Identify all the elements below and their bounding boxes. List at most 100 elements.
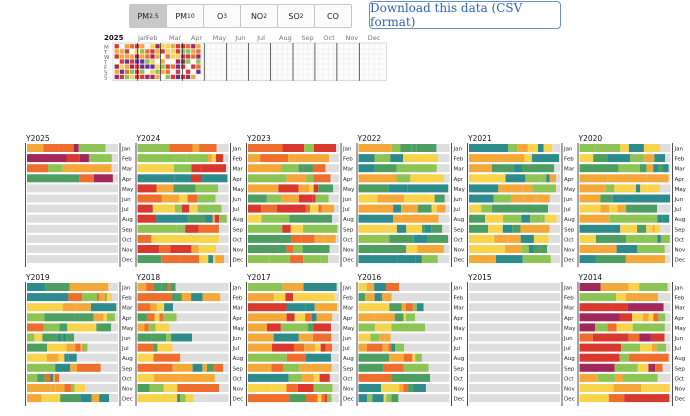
calendar-day [180,48,186,54]
month-label: Aug [343,217,354,223]
tab-pm25[interactable]: PM 2.5 [129,4,167,28]
month-bar-segment [27,303,63,312]
tab-no2[interactable]: NO 2 [240,4,278,28]
month-bar-segment [160,394,170,403]
month-bar-segment [316,313,333,322]
month-bar-segment [371,245,407,253]
month-bar-segment [27,394,42,403]
calendar-day [221,54,227,59]
month-bar-segment [154,373,180,382]
month-bar-nodata [108,283,118,291]
month-label: Apr [122,316,132,322]
month-bar-segment [404,373,431,382]
month-bar-segment [248,373,289,382]
month-bar-segment [320,343,326,352]
month-bar-segment [358,313,375,322]
month-bar-segment [632,313,643,322]
calendar-day [241,48,247,54]
month-bar-segment [106,293,113,302]
tab-so2[interactable]: SO 2 [277,4,315,28]
month-bar-segment [358,283,367,291]
month-bar-segment [137,313,147,322]
calendar-day [328,54,334,59]
month-label: Aug [454,217,465,223]
month-label: Nov [675,248,686,254]
month-label: Apr [343,177,353,183]
month-bar-segment [616,245,638,253]
calendar-day [318,48,324,54]
month-bar-segment [74,313,94,322]
month-bar-segment [628,144,644,152]
month-bar-segment [313,184,319,193]
tab-co[interactable]: CO [314,4,352,28]
month-bar-segment [83,343,88,352]
month-label: Jan [232,286,242,292]
month-bar-segment [619,353,629,362]
month-bar-segment [358,293,366,302]
month-bar-segment [525,174,540,183]
month-bar-segment [469,184,499,193]
calendar-day [369,74,375,80]
month-bar-nodata [114,313,118,322]
month-bar-segment [137,293,172,302]
month-bar-segment [157,303,165,312]
month-label: May [675,187,687,193]
month-bar-segment [624,394,670,403]
month-bar-segment [304,343,315,352]
month-bar-segment [27,283,46,291]
calendar-day [236,48,242,54]
calendar-day [144,59,150,64]
calendar-day [175,43,181,49]
calendar-year: 2025 [104,34,124,42]
calendar-day [211,54,217,59]
calendar-day [139,74,145,80]
month-bar-segment [422,234,428,243]
calendar-day [297,54,303,59]
month-bar-segment [248,293,274,302]
month-label: Apr [343,316,353,322]
month-bar-segment [281,194,299,203]
month-label: Mar [233,167,244,173]
month-bar-segment [66,154,80,163]
month-bar-segment [579,373,598,382]
month-bar-segment [137,194,162,203]
calendar-day [267,74,273,80]
month-label: May [454,187,466,193]
month-bar-nodata [469,394,560,403]
month-bar-segment [394,313,404,322]
month-bar-segment [579,214,610,223]
month-bar-segment [383,394,387,403]
calendar-day [303,59,308,64]
month-bar-segment [358,343,367,352]
calendar-day [155,59,160,64]
calendar-day [348,59,354,64]
month-bar-segment [280,323,297,332]
calendar-day [150,64,155,70]
month-bar-nodata [436,164,450,173]
month-bar-segment [625,255,666,264]
calendar-day [185,59,191,64]
month-bar-segment [636,184,641,193]
month-bar-segment [181,293,192,302]
calendar-day [124,64,130,70]
calendar-day [252,48,257,54]
month-bar-segment [288,373,303,382]
month-bar-segment [248,214,262,223]
month-bar-segment [416,303,424,312]
month-bar-segment [63,333,67,342]
month-label: Mar [122,167,133,173]
download-csv-button[interactable]: Download this data (CSV format) [369,1,561,29]
month-bar-segment [579,144,596,152]
month-bar-segment [358,333,371,342]
month-bar-segment [42,333,58,342]
month-bar-nodata [329,245,339,253]
month-bar-segment [611,303,628,312]
month-bar-segment [260,154,289,163]
month-bar-segment [646,214,658,223]
calendar-day [328,69,334,75]
calendar-day [267,69,273,75]
tab-subscript: 2 [299,12,304,20]
month-bar-segment [397,255,416,264]
month-bar-segment [404,194,416,203]
tab-pm10[interactable]: PM 10 [166,4,204,28]
